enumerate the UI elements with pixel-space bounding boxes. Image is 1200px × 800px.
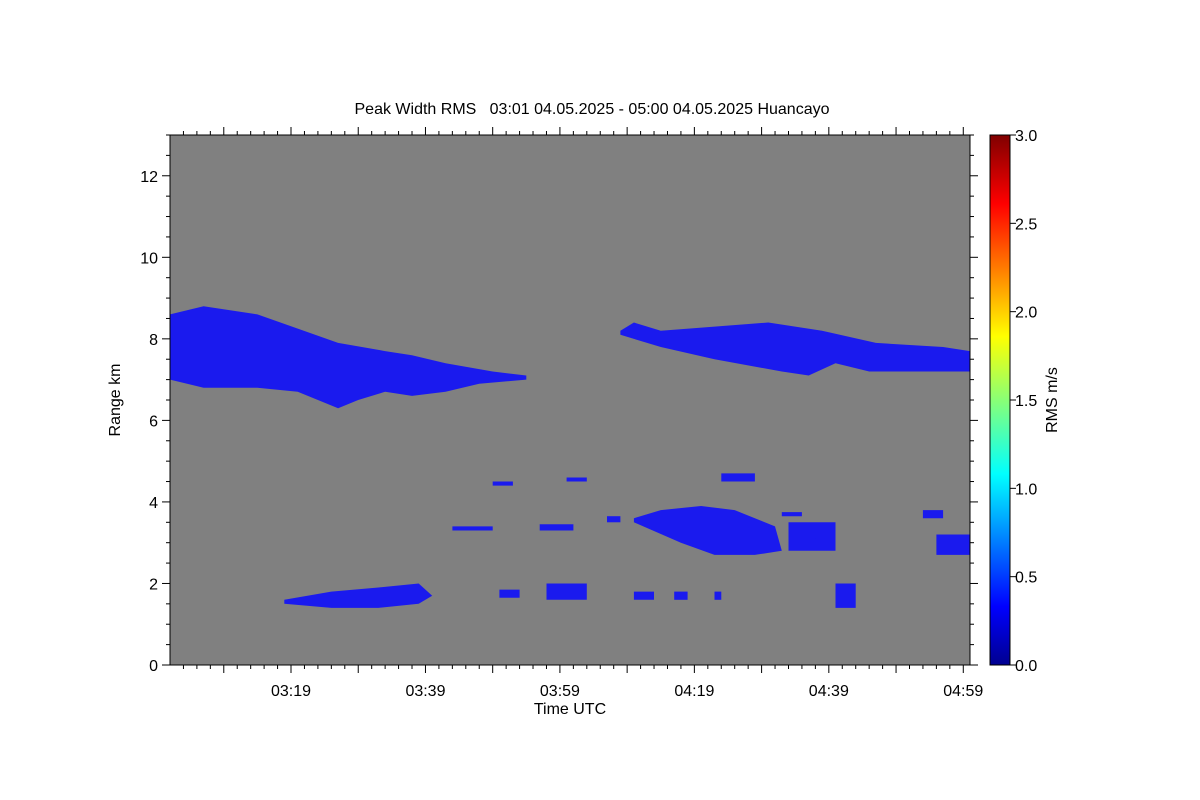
echo-region-2 <box>633 506 782 555</box>
echo-region-19 <box>674 591 688 600</box>
echo-region-12 <box>499 589 520 598</box>
x-tick-label: 04:19 <box>674 683 714 700</box>
y-axis: 0 2 4 6 8 10 12 <box>140 134 978 675</box>
colorbar-label: RMS m/s <box>1044 367 1061 433</box>
colorbar-tick-label: 3.0 <box>1015 128 1037 145</box>
y-tick-label: 2 <box>149 576 158 593</box>
colorbar-tick-label: 0.0 <box>1015 658 1037 675</box>
y-axis-label: Range km <box>107 364 124 437</box>
colorbar-tick-label: 1.5 <box>1015 393 1037 410</box>
echo-region-20 <box>714 591 722 600</box>
echo-region-16 <box>566 477 587 482</box>
colorbar-tick-label: 1.0 <box>1015 481 1037 498</box>
echo-region-14 <box>633 591 654 600</box>
echo-region-9 <box>835 583 856 608</box>
colorbar-tick-label: 0.5 <box>1015 570 1037 587</box>
colorbar-ticks: 0.0 0.5 1.0 1.5 2.0 2.5 3.0 <box>1010 128 1037 675</box>
x-axis: 03:19 03:39 03:59 04:19 04:39 04:59 <box>182 127 983 700</box>
echo-region-3 <box>284 583 433 608</box>
chart-title: Peak Width RMS 03:01 04.05.2025 - 05:00 … <box>355 101 830 118</box>
x-axis-label: Time UTC <box>534 701 606 718</box>
echo-region-1 <box>620 322 970 376</box>
echo-region-7 <box>922 510 944 519</box>
data-regions <box>170 306 970 608</box>
echo-region-13 <box>546 583 587 600</box>
colorbar <box>989 134 1011 666</box>
y-tick-label: 10 <box>140 250 158 267</box>
x-tick-label: 03:59 <box>540 683 580 700</box>
colorbar-tick-label: 2.5 <box>1015 216 1037 233</box>
echo-region-11 <box>539 524 574 531</box>
y-tick-label: 12 <box>140 169 158 186</box>
echo-region-8 <box>936 534 970 555</box>
y-tick-label: 8 <box>149 332 158 349</box>
colorbar-tick-label: 2.0 <box>1015 305 1037 322</box>
echo-region-17 <box>607 516 621 523</box>
echo-region-4 <box>721 473 755 482</box>
echo-region-15 <box>492 481 513 486</box>
y-tick-label: 4 <box>149 495 158 512</box>
x-tick-label: 04:39 <box>809 683 849 700</box>
echo-region-0 <box>170 306 527 409</box>
echo-region-18 <box>781 512 802 517</box>
echo-region-6 <box>808 526 836 539</box>
x-tick-label: 03:19 <box>271 683 311 700</box>
y-tick-label: 0 <box>149 658 158 675</box>
plot-background <box>170 135 970 665</box>
x-tick-label: 03:39 <box>405 683 445 700</box>
y-tick-label: 6 <box>149 413 158 430</box>
echo-region-10 <box>452 526 493 531</box>
x-tick-label: 04:59 <box>943 683 983 700</box>
